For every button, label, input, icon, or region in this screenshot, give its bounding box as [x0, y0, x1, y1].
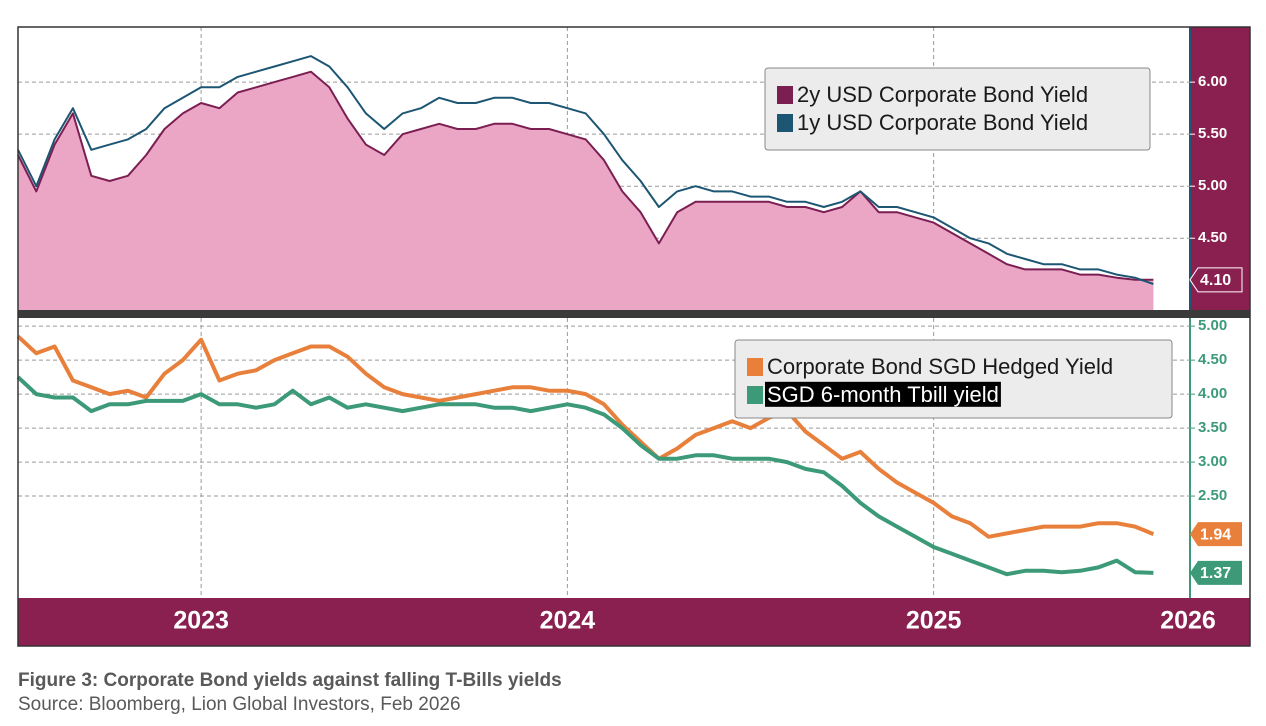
- x-axis-band: [18, 598, 1250, 646]
- legend-label: 2y USD Corporate Bond Yield: [797, 82, 1088, 107]
- source: Source: Bloomberg, Lion Global Investors…: [18, 694, 461, 715]
- legend-swatch: [777, 114, 793, 132]
- y-axis-strip: [1190, 27, 1250, 310]
- tag-box: [1190, 560, 1242, 585]
- series-line: [17, 70, 1154, 281]
- legend-box: [764, 67, 1151, 151]
- y-tick-label: 5.00: [1198, 317, 1227, 334]
- x-tick-label: 2023: [173, 607, 229, 635]
- series-line: [16, 375, 1154, 577]
- last-value-tag: 4.10: [1189, 267, 1243, 293]
- y-tick-label: 5.00: [1198, 177, 1227, 194]
- x-tick-label: 2024: [540, 607, 596, 635]
- chart: 4.50 5.00 5.50 6.00 4.10 2y USD Corporate Bon…: [16, 26, 1251, 647]
- legend-label: 1y USD Corporate Bond Yield: [797, 110, 1088, 135]
- x-tick-label: 2026: [1160, 607, 1216, 635]
- legend-label: Corporate Bond SGD Hedged Yield: [767, 354, 1113, 379]
- y-tick-label: 5.50: [1198, 125, 1227, 142]
- tag-label: 1.94: [1200, 526, 1231, 543]
- panel-separator: [18, 310, 1250, 318]
- tag-label: 1.37: [1200, 565, 1231, 582]
- series-line: [16, 334, 1155, 539]
- tag-box: [1190, 522, 1242, 547]
- tag-label: 4.10: [1200, 272, 1231, 289]
- y-tick-label: 3.50: [1198, 419, 1227, 436]
- legend-swatch: [747, 358, 763, 376]
- legend-highlight: [765, 381, 1001, 407]
- caption: Figure 3: Corporate Bond yields against …: [18, 670, 562, 691]
- y-tick-label: 4.50: [1198, 229, 1227, 246]
- series-line: [17, 55, 1154, 285]
- last-value-tag: 1.37: [1190, 560, 1242, 585]
- y-tick-label: 4.50: [1198, 351, 1227, 368]
- last-value-tag: 1.94: [1190, 522, 1242, 547]
- y-tick-label: 4.00: [1198, 385, 1227, 402]
- y-axis-strip: [1190, 318, 1250, 598]
- tag-box: [1189, 267, 1243, 293]
- y-tick-label: 2.50: [1198, 487, 1227, 504]
- legend-label: SGD 6-month Tbill yield: [767, 382, 999, 407]
- x-tick-label: 2025: [906, 607, 962, 635]
- legend-swatch: [747, 386, 763, 404]
- y-tick-label: 3.00: [1198, 453, 1227, 470]
- legend-swatch: [777, 86, 793, 104]
- y-tick-label: 6.00: [1198, 73, 1227, 90]
- area-fill: [18, 71, 1154, 310]
- chart-frame: [17, 26, 1251, 647]
